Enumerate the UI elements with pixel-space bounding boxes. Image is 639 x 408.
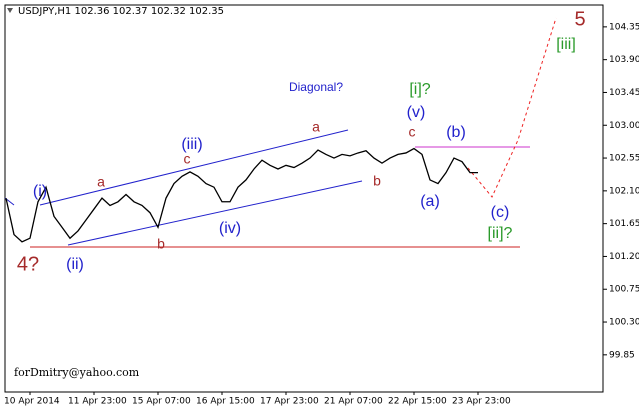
wave-label: a xyxy=(97,174,105,190)
wave-label: (c) xyxy=(491,204,510,221)
y-tick-label: 102.10 xyxy=(609,186,639,196)
wave-label: b xyxy=(373,173,381,189)
wave-label: (ii) xyxy=(66,256,84,273)
wave-label: 4? xyxy=(17,253,39,275)
y-tick-label: 101.20 xyxy=(609,252,639,262)
header-icon xyxy=(7,8,13,13)
x-tick-label: 15 Apr 07:00 xyxy=(132,397,191,407)
y-tick-label: 100.75 xyxy=(609,285,639,295)
channel-upper xyxy=(39,129,349,206)
wave-label: Diagonal? xyxy=(289,80,343,94)
chart-header: USDJPY,H1 102.36 102.37 102.32 102.35 xyxy=(18,6,224,17)
wave-label: b xyxy=(157,236,165,252)
wave-label: (b) xyxy=(446,124,466,141)
y-tick-label: 99.85 xyxy=(609,350,635,360)
wave-label: (iv) xyxy=(219,220,241,237)
wave-label: 5 xyxy=(574,8,585,30)
wave-label: c xyxy=(409,124,416,140)
x-tick-label: 21 Apr 07:00 xyxy=(324,397,383,407)
y-tick-label: 101.65 xyxy=(609,219,639,229)
x-tick-label: 23 Apr 23:00 xyxy=(452,397,511,407)
wave-label: [iii] xyxy=(556,36,576,53)
y-tick-label: 103.90 xyxy=(609,55,639,65)
wave-label: (v) xyxy=(407,104,426,121)
x-tick-label: 22 Apr 15:00 xyxy=(388,397,447,407)
wave-label: c xyxy=(184,151,191,167)
y-tick-label: 104.35 xyxy=(609,22,639,32)
watermark: forDmitry@yahoo.com xyxy=(14,366,140,379)
x-tick-label: 10 Apr 2014 xyxy=(4,397,60,407)
y-tick-label: 103.00 xyxy=(609,121,639,131)
wave-label: a xyxy=(312,119,320,135)
y-tick-label: 103.45 xyxy=(609,88,639,98)
y-tick-label: 102.55 xyxy=(609,154,639,164)
projection xyxy=(467,17,557,198)
x-tick-label: 11 Apr 23:00 xyxy=(68,397,127,407)
wave-label: [ii]? xyxy=(488,225,513,242)
plot-frame xyxy=(4,4,604,393)
wave-label: (i) xyxy=(33,183,47,200)
x-tick-label: 16 Apr 15:00 xyxy=(196,397,255,407)
price-line xyxy=(5,147,478,243)
y-tick-label: 100.30 xyxy=(609,318,639,328)
wave-label: (iii) xyxy=(181,136,202,153)
wave-label: [i]? xyxy=(409,81,430,98)
wave-label: (a) xyxy=(420,193,440,210)
x-tick-label: 17 Apr 23:00 xyxy=(260,397,319,407)
channel-lower xyxy=(67,180,363,246)
